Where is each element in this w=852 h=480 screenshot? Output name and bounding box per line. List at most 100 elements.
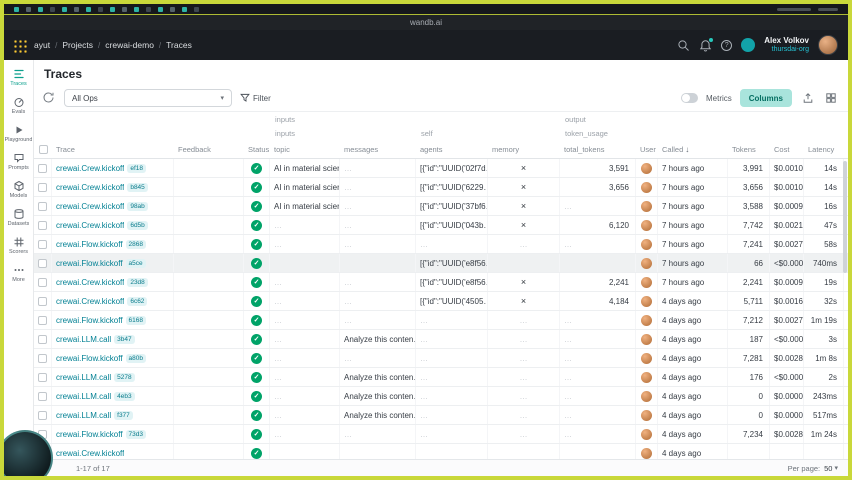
capture-toolbar-icon[interactable] xyxy=(146,6,151,12)
trace-link[interactable]: crewai.LLM.call xyxy=(56,391,112,401)
row-select-cell[interactable] xyxy=(34,406,52,424)
trace-link[interactable]: crewai.Crew.kickoff xyxy=(56,448,125,458)
capture-toolbar-icon[interactable] xyxy=(110,6,115,12)
trace-cell[interactable]: crewai.Flow.kickoff a5ce xyxy=(52,254,174,272)
table-row[interactable]: crewai.Crew.kickoff 98ab ✓ AI in material s… xyxy=(34,197,848,216)
table-row[interactable]: crewai.LLM.call 4eb3 ✓… Analyze this conten… xyxy=(34,387,848,406)
row-select-cell[interactable] xyxy=(34,197,52,215)
search-icon[interactable] xyxy=(677,39,690,52)
breadcrumb-page[interactable]: Traces xyxy=(166,40,192,50)
capture-toolbar-icon[interactable] xyxy=(98,6,103,12)
capture-toolbar-icon[interactable] xyxy=(14,6,19,12)
webcam-overlay[interactable] xyxy=(4,430,53,476)
trace-link[interactable]: crewai.Crew.kickoff xyxy=(56,163,125,173)
row-checkbox[interactable] xyxy=(38,258,47,268)
row-checkbox[interactable] xyxy=(38,182,47,192)
row-select-cell[interactable] xyxy=(34,387,52,405)
notifications-bell-icon[interactable] xyxy=(699,37,714,52)
trace-cell[interactable]: crewai.Crew.kickoff b845 xyxy=(52,178,174,196)
columns-button[interactable]: Columns xyxy=(739,89,792,107)
select-all-cell[interactable] xyxy=(34,141,52,158)
header-cost[interactable]: Cost xyxy=(774,145,790,154)
capture-toolbar-icon[interactable] xyxy=(122,6,127,12)
refresh-icon[interactable] xyxy=(42,91,56,105)
row-select-cell[interactable] xyxy=(34,330,52,348)
trace-link[interactable]: crewai.LLM.call xyxy=(56,334,112,344)
trace-cell[interactable]: crewai.Flow.kickoff 2868 xyxy=(52,235,174,253)
trace-link[interactable]: crewai.Flow.kickoff xyxy=(56,239,123,249)
trace-link[interactable]: crewai.Flow.kickoff xyxy=(56,258,123,268)
trace-cell[interactable]: crewai.LLM.call f377 xyxy=(52,406,174,424)
capture-toolbar-icon[interactable] xyxy=(62,6,67,12)
row-select-cell[interactable] xyxy=(34,159,52,177)
sort-desc-icon[interactable]: ↓ xyxy=(685,145,690,154)
trace-link[interactable]: crewai.LLM.call xyxy=(56,372,112,382)
header-tokens[interactable]: Tokens xyxy=(732,145,756,154)
trace-link[interactable]: crewai.Crew.kickoff xyxy=(56,296,125,306)
header-user[interactable]: User xyxy=(640,145,656,154)
trace-link[interactable]: crewai.Flow.kickoff xyxy=(56,429,123,439)
table-row[interactable]: crewai.Crew.kickoff 23d8 ✓…… [{"id":"UUID('… xyxy=(34,273,848,292)
row-checkbox[interactable] xyxy=(38,277,47,287)
table-row[interactable]: crewai.Flow.kickoff 73d3 ✓…………… 4 days ago 7… xyxy=(34,425,848,444)
select-all-checkbox[interactable] xyxy=(38,145,48,154)
trace-cell[interactable]: crewai.LLM.call 5278 xyxy=(52,368,174,386)
header-agents[interactable]: agents xyxy=(420,145,443,154)
sidebar-item-traces[interactable]: Traces xyxy=(4,65,33,90)
capture-toolbar-icon[interactable] xyxy=(194,6,199,12)
table-row[interactable]: crewai.Flow.kickoff 6168 ✓…………… 4 days ago 7… xyxy=(34,311,848,330)
row-select-cell[interactable] xyxy=(34,216,52,234)
capture-toolbar-icon[interactable] xyxy=(170,6,175,12)
header-trace[interactable]: Trace xyxy=(56,145,75,154)
row-select-cell[interactable] xyxy=(34,235,52,253)
table-row[interactable]: crewai.Crew.kickoff ef18 ✓ AI in material s… xyxy=(34,159,848,178)
table-row[interactable]: crewai.Crew.kickoff 6d5b ✓…… [{"id":"UUID('… xyxy=(34,216,848,235)
row-select-cell[interactable] xyxy=(34,254,52,272)
trace-cell[interactable]: crewai.Crew.kickoff 98ab xyxy=(52,197,174,215)
metrics-toggle[interactable] xyxy=(680,93,698,103)
table-row[interactable]: crewai.Flow.kickoff a5ce ✓ [{"id":"UUID('e8… xyxy=(34,254,848,273)
header-status[interactable]: Status xyxy=(248,145,270,154)
trace-link[interactable]: crewai.Flow.kickoff xyxy=(56,315,123,325)
trace-link[interactable]: crewai.Crew.kickoff xyxy=(56,201,125,211)
wandb-logo-icon[interactable] xyxy=(12,37,27,53)
trace-link[interactable]: crewai.Flow.kickoff xyxy=(56,353,123,363)
trace-cell[interactable]: crewai.Crew.kickoff 23d8 xyxy=(52,273,174,291)
header-messages[interactable]: messages xyxy=(344,145,379,154)
per-page-select[interactable]: 50 ▾ xyxy=(824,463,838,473)
sidebar-item-prompts[interactable]: Prompts xyxy=(4,149,33,174)
header-memory[interactable]: memory xyxy=(492,145,520,154)
capture-toolbar-icon[interactable] xyxy=(134,6,139,12)
header-topic[interactable]: topic xyxy=(274,145,290,154)
sidebar-item-more[interactable]: More xyxy=(4,261,33,286)
row-checkbox[interactable] xyxy=(38,315,47,325)
capture-toolbar-icon[interactable] xyxy=(86,6,91,12)
trace-link[interactable]: crewai.LLM.call xyxy=(56,410,112,420)
trace-link[interactable]: crewai.Crew.kickoff xyxy=(56,220,125,230)
trace-cell[interactable]: crewai.Flow.kickoff 6168 xyxy=(52,311,174,329)
row-select-cell[interactable] xyxy=(34,349,52,367)
scrollbar-thumb[interactable] xyxy=(843,161,847,273)
header-latency[interactable]: Latency xyxy=(808,145,835,154)
row-checkbox[interactable] xyxy=(38,163,47,173)
row-select-cell[interactable] xyxy=(34,178,52,196)
table-row[interactable]: crewai.LLM.call 5278 ✓… Analyze this conten… xyxy=(34,368,848,387)
filter-button[interactable]: Filter xyxy=(240,93,271,103)
table-row[interactable]: crewai.Flow.kickoff a80b ✓…………… 4 days ago 7… xyxy=(34,349,848,368)
sidebar-item-playground[interactable]: Playground xyxy=(4,121,33,146)
trace-link[interactable]: crewai.Crew.kickoff xyxy=(56,182,125,192)
ops-filter-select[interactable]: All Ops ▾ xyxy=(64,89,232,107)
row-checkbox[interactable] xyxy=(38,239,47,249)
capture-toolbar-icon[interactable] xyxy=(182,6,187,12)
user-info[interactable]: Alex Volkov thursdai-org xyxy=(764,36,809,54)
table-row[interactable]: crewai.Crew.kickoff b845 ✓ AI in material s… xyxy=(34,178,848,197)
sidebar-item-scorers[interactable]: Scorers xyxy=(4,233,33,258)
trace-cell[interactable]: crewai.Crew.kickoff 6d5b xyxy=(52,216,174,234)
row-checkbox[interactable] xyxy=(38,410,47,420)
trace-cell[interactable]: crewai.LLM.call 4eb3 xyxy=(52,387,174,405)
row-select-cell[interactable] xyxy=(34,292,52,310)
sidebar-item-datasets[interactable]: Datasets xyxy=(4,205,33,230)
help-icon[interactable]: ? xyxy=(721,39,733,51)
header-called[interactable]: Called ↓ xyxy=(662,145,690,154)
org-avatar[interactable] xyxy=(741,38,756,52)
